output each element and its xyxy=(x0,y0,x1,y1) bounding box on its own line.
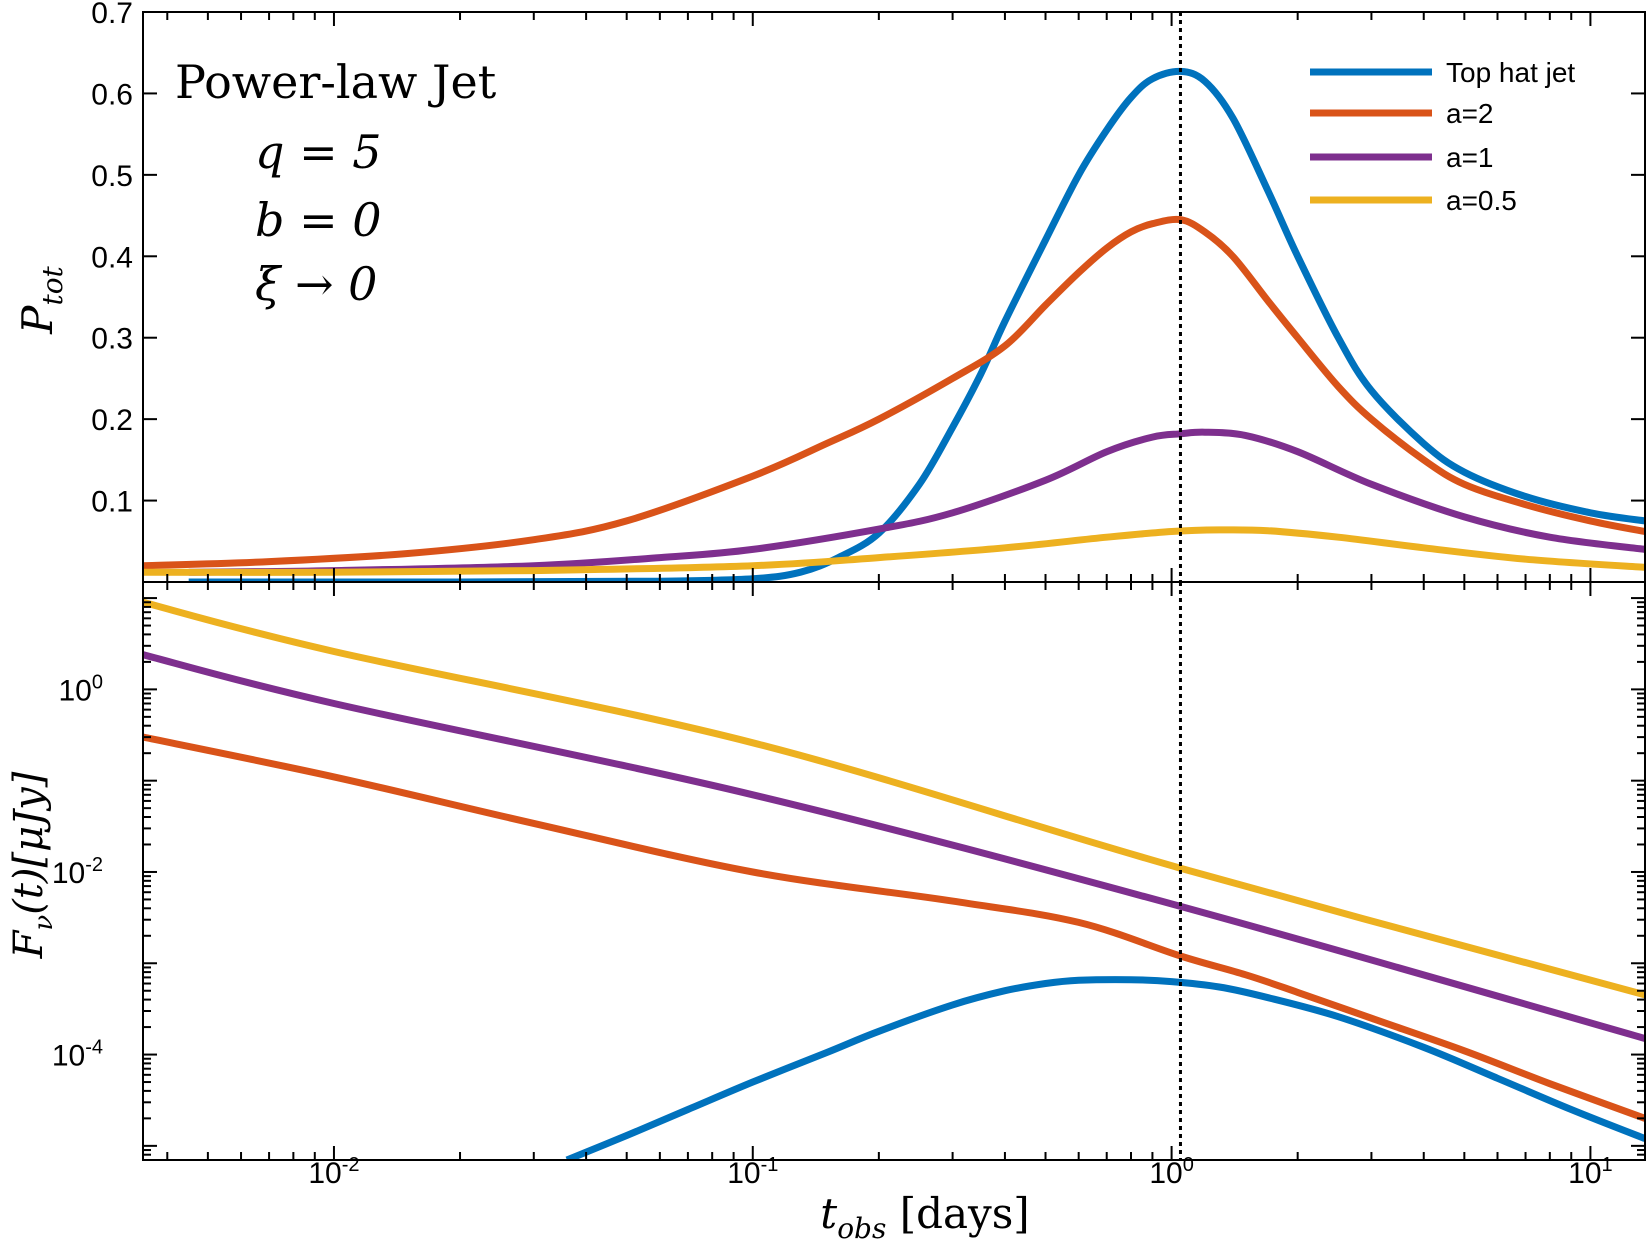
legend-label-a05: a=0.5 xyxy=(1446,185,1517,216)
top-ytick-label: 0.5 xyxy=(91,160,133,193)
legend: Top hat jet a=2 a=1 a=0.5 xyxy=(1310,57,1575,216)
top-series-line-3 xyxy=(143,526,1645,576)
bottom-series-group xyxy=(143,598,1645,1160)
bottom-axes-frame xyxy=(142,581,1646,1161)
top-series-line-2 xyxy=(188,428,1645,576)
top-ytick-label: 0.3 xyxy=(91,323,133,356)
bottom-series-line-1 xyxy=(143,733,1645,1122)
bottom-ytick-label: 10-2 xyxy=(52,854,103,890)
top-ytick-label: 0.4 xyxy=(91,241,133,274)
bottom-series-line-2 xyxy=(143,651,1645,1042)
top-series-group xyxy=(143,67,1645,582)
bottom-ytick-label: 10-4 xyxy=(52,1037,103,1073)
bottom-xlabel: tobs [days] xyxy=(820,1189,1029,1239)
top-series-line-0 xyxy=(188,67,1645,582)
bottom-plot-area xyxy=(143,582,1645,1160)
top-ytick-label: 0.1 xyxy=(91,486,133,519)
top-ytick-label: 0.6 xyxy=(91,78,133,111)
top-panel: 0.1 0.2 0.3 0.4 0.5 0.6 0.7 Power-law Jet q = … xyxy=(13,0,1646,583)
annotation-line-q: q = 5 xyxy=(255,125,382,179)
top-ytick-label: 0.7 xyxy=(91,0,133,30)
top-ylabel: Ptot xyxy=(13,265,69,334)
bottom-series-line-0 xyxy=(565,976,1645,1160)
annotation-line-xi: ξ → 0 xyxy=(255,257,377,311)
top-plot-area xyxy=(143,12,1645,582)
xtick-label: 101 xyxy=(1568,1154,1613,1190)
top-ticks-group: 0.1 0.2 0.3 0.4 0.5 0.6 0.7 xyxy=(91,0,1645,582)
legend-label-a1: a=1 xyxy=(1446,142,1494,173)
legend-label-a2: a=2 xyxy=(1446,98,1494,129)
bottom-series-line-3 xyxy=(143,598,1645,999)
top-ytick-label: 0.2 xyxy=(91,404,133,437)
xtick-label: 100 xyxy=(1149,1154,1194,1190)
xtick-label: 10-1 xyxy=(727,1154,778,1190)
annotation-line-b: b = 0 xyxy=(255,193,382,247)
annotation-title: Power-law Jet xyxy=(175,55,497,109)
legend-label-top-hat: Top hat jet xyxy=(1446,57,1575,88)
top-series-line-1 xyxy=(143,215,1645,570)
bottom-ylabel: Fν(t)[μJy] xyxy=(6,771,59,959)
bottom-ytick-label: 100 xyxy=(59,671,104,707)
